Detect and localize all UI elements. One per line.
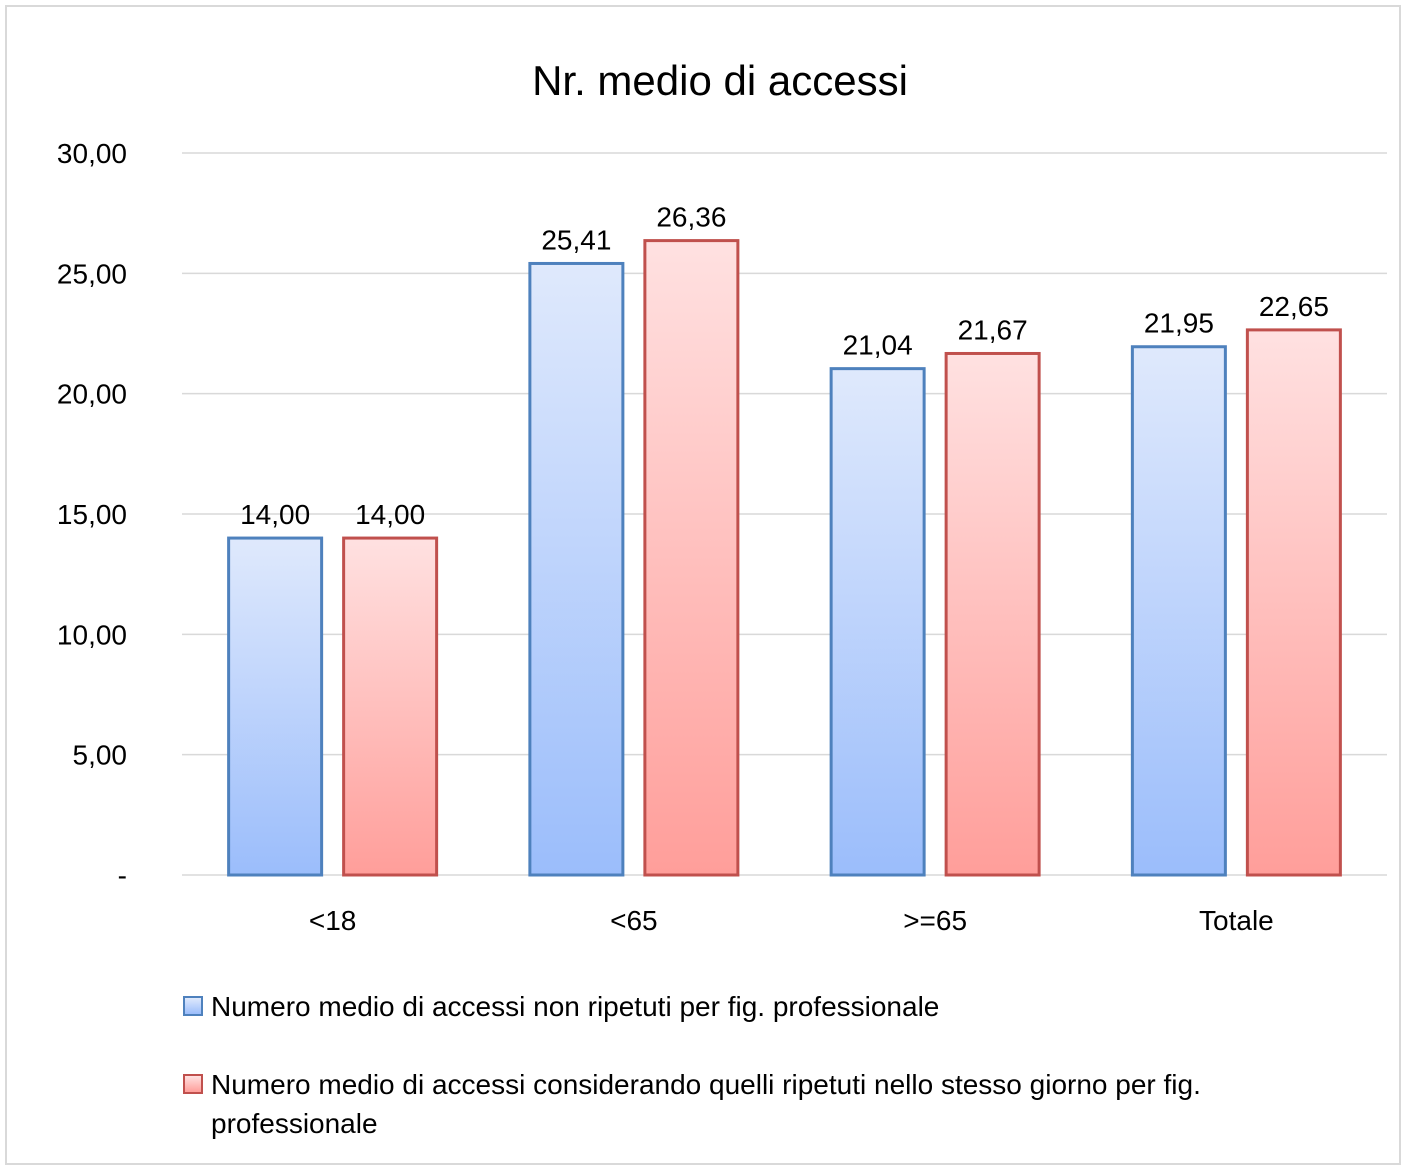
x-category-label: >=65 xyxy=(903,905,967,936)
y-tick-label: 20,00 xyxy=(57,379,127,410)
legend-label: Numero medio di accessi considerando que… xyxy=(211,1069,1201,1139)
bar-series-2-2 xyxy=(944,351,1041,877)
y-tick-label: 10,00 xyxy=(57,619,127,650)
data-label: 21,04 xyxy=(843,330,913,361)
data-labels: 14,00 14,00 25,41 26,36 21,04 21,67 21,95 22,65 xyxy=(240,202,1329,530)
y-tick-label: 25,00 xyxy=(57,258,127,289)
bar-chart: Nr. medio di accessi - 5,00 10,00 15,00 20,0… xyxy=(57,57,1387,936)
bars xyxy=(227,239,1342,877)
x-axis-categories: <18 <65 >=65 Totale xyxy=(309,905,1274,936)
legend-swatch-blue xyxy=(183,996,203,1016)
data-label: 22,65 xyxy=(1259,291,1329,322)
chart-title: Nr. medio di accessi xyxy=(532,57,908,104)
legend-item-series-2: Numero medio di accessi considerando que… xyxy=(183,1065,1383,1143)
x-category-label: Totale xyxy=(1199,905,1274,936)
y-tick-label: 5,00 xyxy=(73,740,128,771)
data-label: 26,36 xyxy=(656,202,726,233)
legend-label: Numero medio di accessi non ripetuti per… xyxy=(211,991,940,1022)
bar-series-1-3 xyxy=(1130,345,1227,877)
data-label: 14,00 xyxy=(240,499,310,530)
bar-series-2-3 xyxy=(1245,328,1342,877)
x-category-label: <18 xyxy=(309,905,357,936)
bar-series-1-0 xyxy=(227,536,324,877)
legend-swatch-red xyxy=(183,1074,203,1094)
y-tick-label: 30,00 xyxy=(57,138,127,169)
bar-series-1-2 xyxy=(829,367,926,877)
data-label: 25,41 xyxy=(541,224,611,255)
y-tick-label: 15,00 xyxy=(57,499,127,530)
bar-series-2-0 xyxy=(342,536,439,877)
legend-item-series-1: Numero medio di accessi non ripetuti per… xyxy=(183,987,1383,1026)
data-label: 14,00 xyxy=(355,499,425,530)
y-tick-label: - xyxy=(118,860,127,891)
data-label: 21,95 xyxy=(1144,308,1214,339)
bar-series-1-1 xyxy=(528,261,625,877)
y-axis-ticks: - 5,00 10,00 15,00 20,00 25,00 30,00 xyxy=(57,138,127,891)
bar-series-2-1 xyxy=(643,239,740,877)
x-category-label: <65 xyxy=(610,905,658,936)
data-label: 21,67 xyxy=(958,314,1028,345)
chart-frame: Nr. medio di accessi - 5,00 10,00 15,00 20,0… xyxy=(5,5,1401,1165)
